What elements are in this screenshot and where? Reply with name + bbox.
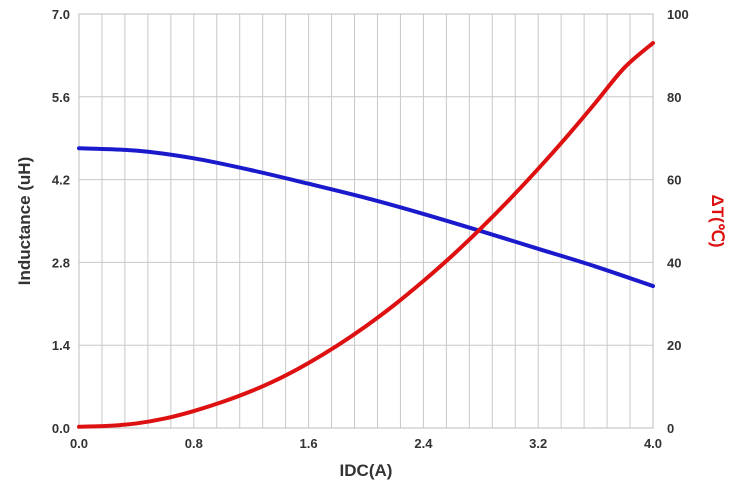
- y-tick-label: 7.0: [52, 7, 70, 22]
- tick-labels: 0.0 0.8 1.6 2.4 3.2 4.0 0.0 1.4 2.8 4.2 5.6 7.0 0 20 4…: [52, 7, 689, 451]
- x-tick-label: 2.4: [414, 436, 433, 451]
- y-tick-label: 5.6: [52, 90, 70, 105]
- x-tick-label: 1.6: [300, 436, 318, 451]
- y-tick-label: 2.8: [52, 255, 70, 270]
- x-axis-title: IDC(A): [340, 461, 393, 480]
- x-tick-label: 4.0: [644, 436, 662, 451]
- y2-tick-label: 20: [667, 338, 681, 353]
- y2-axis-title: ΔT(℃): [708, 194, 727, 247]
- series-line-temperature-rise: [77, 40, 655, 429]
- y2-tick-label: 0: [667, 421, 674, 436]
- y-tick-label: 1.4: [52, 338, 71, 353]
- y2-tick-label: 80: [667, 90, 681, 105]
- y2-tick-label: 100: [667, 7, 689, 22]
- series-line-inductance: [77, 146, 655, 289]
- y2-tick-label: 40: [667, 255, 681, 270]
- y-axis-title: Inductance (uH): [15, 157, 34, 285]
- series-layer: [77, 40, 655, 429]
- x-tick-label: 0.8: [185, 436, 203, 451]
- y2-tick-label: 60: [667, 173, 681, 188]
- x-tick-label: 3.2: [529, 436, 547, 451]
- y-tick-label: 4.2: [52, 173, 70, 188]
- y-tick-label: 0.0: [52, 421, 70, 436]
- x-tick-label: 0.0: [70, 436, 88, 451]
- plot-frame: [78, 13, 654, 429]
- grid: [78, 13, 654, 429]
